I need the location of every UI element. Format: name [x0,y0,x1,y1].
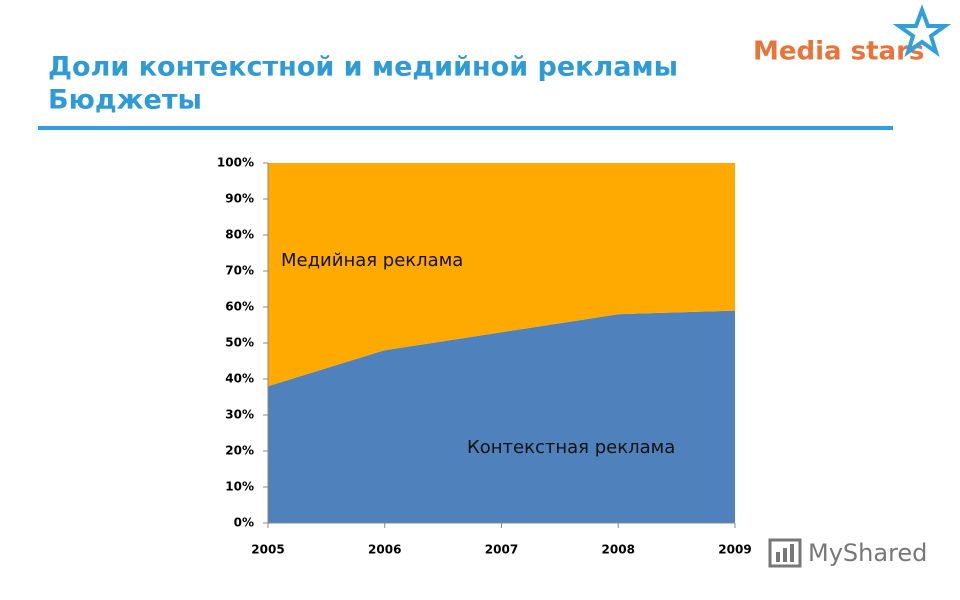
y-tick-label: 60% [225,300,254,314]
y-tick-label: 0% [234,516,254,530]
y-tick-label: 100% [217,156,254,170]
x-tick-label: 2008 [602,543,635,557]
series-label: Контекстная реклама [467,437,675,458]
x-tick-label: 2009 [718,543,751,557]
chart-title: Доли контекстной и медийной рекламы [48,52,678,83]
area [268,163,735,387]
y-tick-label: 20% [225,444,254,458]
series-label: Медийная реклама [281,250,463,271]
watermark-icon [768,538,802,568]
x-tick-label: 2005 [251,543,284,557]
area [268,310,735,523]
y-tick-label: 90% [225,192,254,206]
logo-star [892,4,952,58]
y-tick-label: 80% [225,228,254,242]
y-tick-label: 50% [225,336,254,350]
watermark: MyShared [808,539,927,567]
y-tick-label: 40% [225,372,254,386]
y-tick-label: 10% [225,480,254,494]
logo: Media stars [753,37,924,67]
x-tick-label: 2006 [368,543,401,557]
x-tick-label: 2007 [485,543,518,557]
y-tick-label: 30% [225,408,254,422]
y-tick-label: 70% [225,264,254,278]
chart-subtitle: Бюджеты [48,85,202,116]
